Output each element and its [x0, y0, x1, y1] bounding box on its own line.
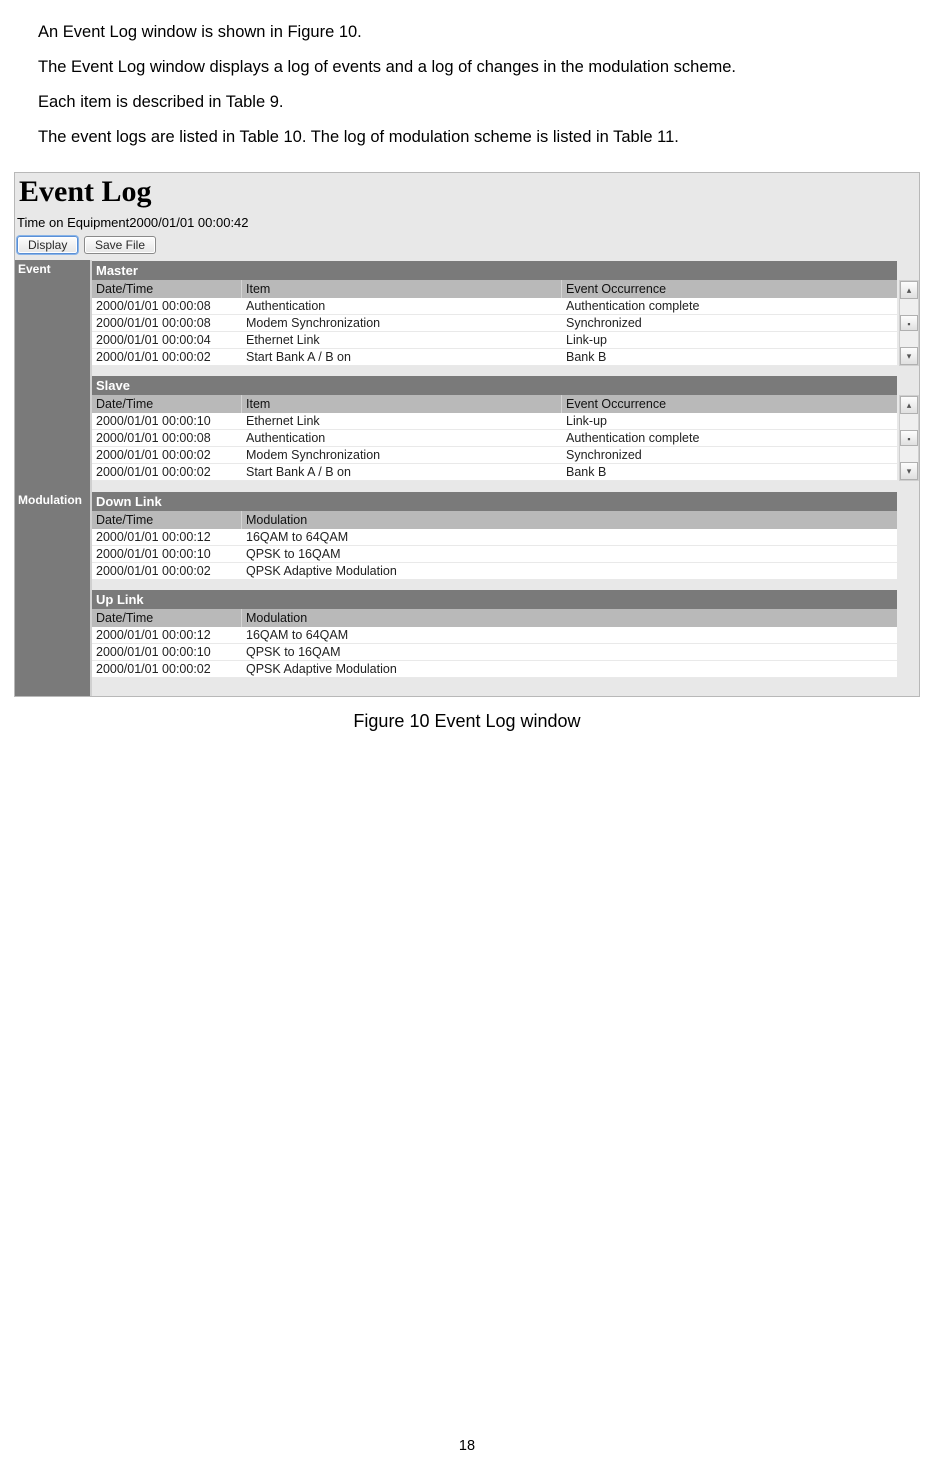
table-row: 2000/01/01 00:00:08 Authentication Authe…: [92, 298, 897, 315]
downlink-table: Date/Time Modulation 2000/01/01 00:00:12…: [92, 511, 897, 580]
cell-occ: Synchronized: [562, 447, 897, 463]
cell-dt: 2000/01/01 00:00:08: [92, 298, 242, 314]
figure-caption: Figure 10 Event Log window: [0, 711, 934, 732]
event-log-screenshot: Event Log Time on Equipment2000/01/01 00…: [14, 172, 920, 697]
modulation-section: Down Link Date/Time Modulation 2000/01/0…: [92, 491, 919, 696]
cell-mod: QPSK to 16QAM: [242, 644, 897, 660]
table-row: 2000/01/01 00:00:08 Authentication Authe…: [92, 430, 897, 447]
page-number: 18: [0, 1438, 934, 1454]
master-scrollbar[interactable]: ▴ ▪ ▾: [899, 280, 919, 366]
cell-dt: 2000/01/01 00:00:02: [92, 464, 242, 480]
cell-item: Start Bank A / B on: [242, 349, 562, 365]
master-subbar: Master: [92, 261, 897, 280]
cell-occ: Authentication complete: [562, 298, 897, 314]
scroll-up-icon[interactable]: ▴: [900, 281, 918, 299]
cell-mod: 16QAM to 64QAM: [242, 627, 897, 643]
window-title: Event Log: [15, 173, 919, 213]
cell-dt: 2000/01/01 00:00:12: [92, 627, 242, 643]
table-row: 2000/01/01 00:00:02 Modem Synchronizatio…: [92, 447, 897, 464]
cell-dt: 2000/01/01 00:00:02: [92, 563, 242, 579]
col-datetime: Date/Time: [92, 511, 242, 529]
equipment-timestamp: Time on Equipment2000/01/01 00:00:42: [15, 213, 919, 234]
paragraph-1: An Event Log window is shown in Figure 1…: [38, 16, 896, 49]
table-row: 2000/01/01 00:00:04 Ethernet Link Link-u…: [92, 332, 897, 349]
uplink-subbar: Up Link: [92, 590, 897, 609]
cell-mod: QPSK Adaptive Modulation: [242, 563, 897, 579]
uplink-table: Date/Time Modulation 2000/01/01 00:00:12…: [92, 609, 897, 678]
uplink-header-row: Date/Time Modulation: [92, 609, 897, 627]
cell-dt: 2000/01/01 00:00:08: [92, 315, 242, 331]
cell-dt: 2000/01/01 00:00:04: [92, 332, 242, 348]
cell-item: Start Bank A / B on: [242, 464, 562, 480]
display-button[interactable]: Display: [17, 236, 78, 254]
cell-occ: Bank B: [562, 349, 897, 365]
slave-subbar: Slave: [92, 376, 897, 395]
table-row: 2000/01/01 00:00:10 QPSK to 16QAM: [92, 644, 897, 661]
master-table: Date/Time Item Event Occurrence 2000/01/…: [92, 280, 897, 366]
downlink-header-row: Date/Time Modulation: [92, 511, 897, 529]
col-datetime: Date/Time: [92, 609, 242, 627]
cell-dt: 2000/01/01 00:00:02: [92, 447, 242, 463]
col-item: Item: [242, 280, 562, 298]
scroll-up-icon[interactable]: ▴: [900, 396, 918, 414]
table-row: 2000/01/01 00:00:10 QPSK to 16QAM: [92, 546, 897, 563]
col-modulation: Modulation: [242, 511, 897, 529]
col-modulation: Modulation: [242, 609, 897, 627]
cell-mod: QPSK to 16QAM: [242, 546, 897, 562]
table-row: 2000/01/01 00:00:02 Start Bank A / B on …: [92, 464, 897, 481]
paragraph-3: Each item is described in Table 9.: [38, 86, 896, 119]
cell-dt: 2000/01/01 00:00:02: [92, 661, 242, 677]
cell-dt: 2000/01/01 00:00:08: [92, 430, 242, 446]
cell-occ: Link-up: [562, 332, 897, 348]
scroll-down-icon[interactable]: ▾: [900, 347, 918, 365]
scroll-down-icon[interactable]: ▾: [900, 462, 918, 480]
save-file-button[interactable]: Save File: [84, 236, 156, 254]
col-item: Item: [242, 395, 562, 413]
slave-table: Date/Time Item Event Occurrence 2000/01/…: [92, 395, 897, 481]
button-bar: Display Save File: [15, 234, 919, 260]
cell-item: Authentication: [242, 298, 562, 314]
content-grid: Event Master Date/Time Item Event Occurr…: [15, 260, 919, 696]
cell-item: Modem Synchronization: [242, 315, 562, 331]
slave-scrollbar[interactable]: ▴ ▪ ▾: [899, 395, 919, 481]
cell-mod: QPSK Adaptive Modulation: [242, 661, 897, 677]
table-row: 2000/01/01 00:00:10 Ethernet Link Link-u…: [92, 413, 897, 430]
cell-dt: 2000/01/01 00:00:02: [92, 349, 242, 365]
col-datetime: Date/Time: [92, 280, 242, 298]
cell-occ: Link-up: [562, 413, 897, 429]
side-label-event: Event: [15, 260, 92, 491]
event-section: Master Date/Time Item Event Occurrence 2…: [92, 260, 919, 491]
cell-item: Ethernet Link: [242, 332, 562, 348]
col-datetime: Date/Time: [92, 395, 242, 413]
body-text-block: An Event Log window is shown in Figure 1…: [0, 0, 934, 154]
col-occurrence: Event Occurrence: [562, 395, 897, 413]
table-row: 2000/01/01 00:00:12 16QAM to 64QAM: [92, 627, 897, 644]
table-row: 2000/01/01 00:00:12 16QAM to 64QAM: [92, 529, 897, 546]
cell-occ: Bank B: [562, 464, 897, 480]
cell-dt: 2000/01/01 00:00:10: [92, 546, 242, 562]
col-occurrence: Event Occurrence: [562, 280, 897, 298]
scroll-thumb-icon[interactable]: ▪: [900, 315, 918, 331]
table-row: 2000/01/01 00:00:02 Start Bank A / B on …: [92, 349, 897, 366]
cell-occ: Authentication complete: [562, 430, 897, 446]
cell-dt: 2000/01/01 00:00:10: [92, 413, 242, 429]
side-label-modulation: Modulation: [15, 491, 92, 696]
downlink-subbar: Down Link: [92, 492, 897, 511]
scroll-thumb-icon[interactable]: ▪: [900, 430, 918, 446]
slave-header-row: Date/Time Item Event Occurrence: [92, 395, 897, 413]
master-header-row: Date/Time Item Event Occurrence: [92, 280, 897, 298]
cell-dt: 2000/01/01 00:00:10: [92, 644, 242, 660]
table-row: 2000/01/01 00:00:02 QPSK Adaptive Modula…: [92, 563, 897, 580]
cell-item: Authentication: [242, 430, 562, 446]
paragraph-2: The Event Log window displays a log of e…: [38, 51, 896, 84]
cell-occ: Synchronized: [562, 315, 897, 331]
cell-mod: 16QAM to 64QAM: [242, 529, 897, 545]
table-row: 2000/01/01 00:00:08 Modem Synchronizatio…: [92, 315, 897, 332]
paragraph-4: The event logs are listed in Table 10. T…: [38, 121, 896, 154]
cell-item: Ethernet Link: [242, 413, 562, 429]
cell-item: Modem Synchronization: [242, 447, 562, 463]
cell-dt: 2000/01/01 00:00:12: [92, 529, 242, 545]
table-row: 2000/01/01 00:00:02 QPSK Adaptive Modula…: [92, 661, 897, 678]
